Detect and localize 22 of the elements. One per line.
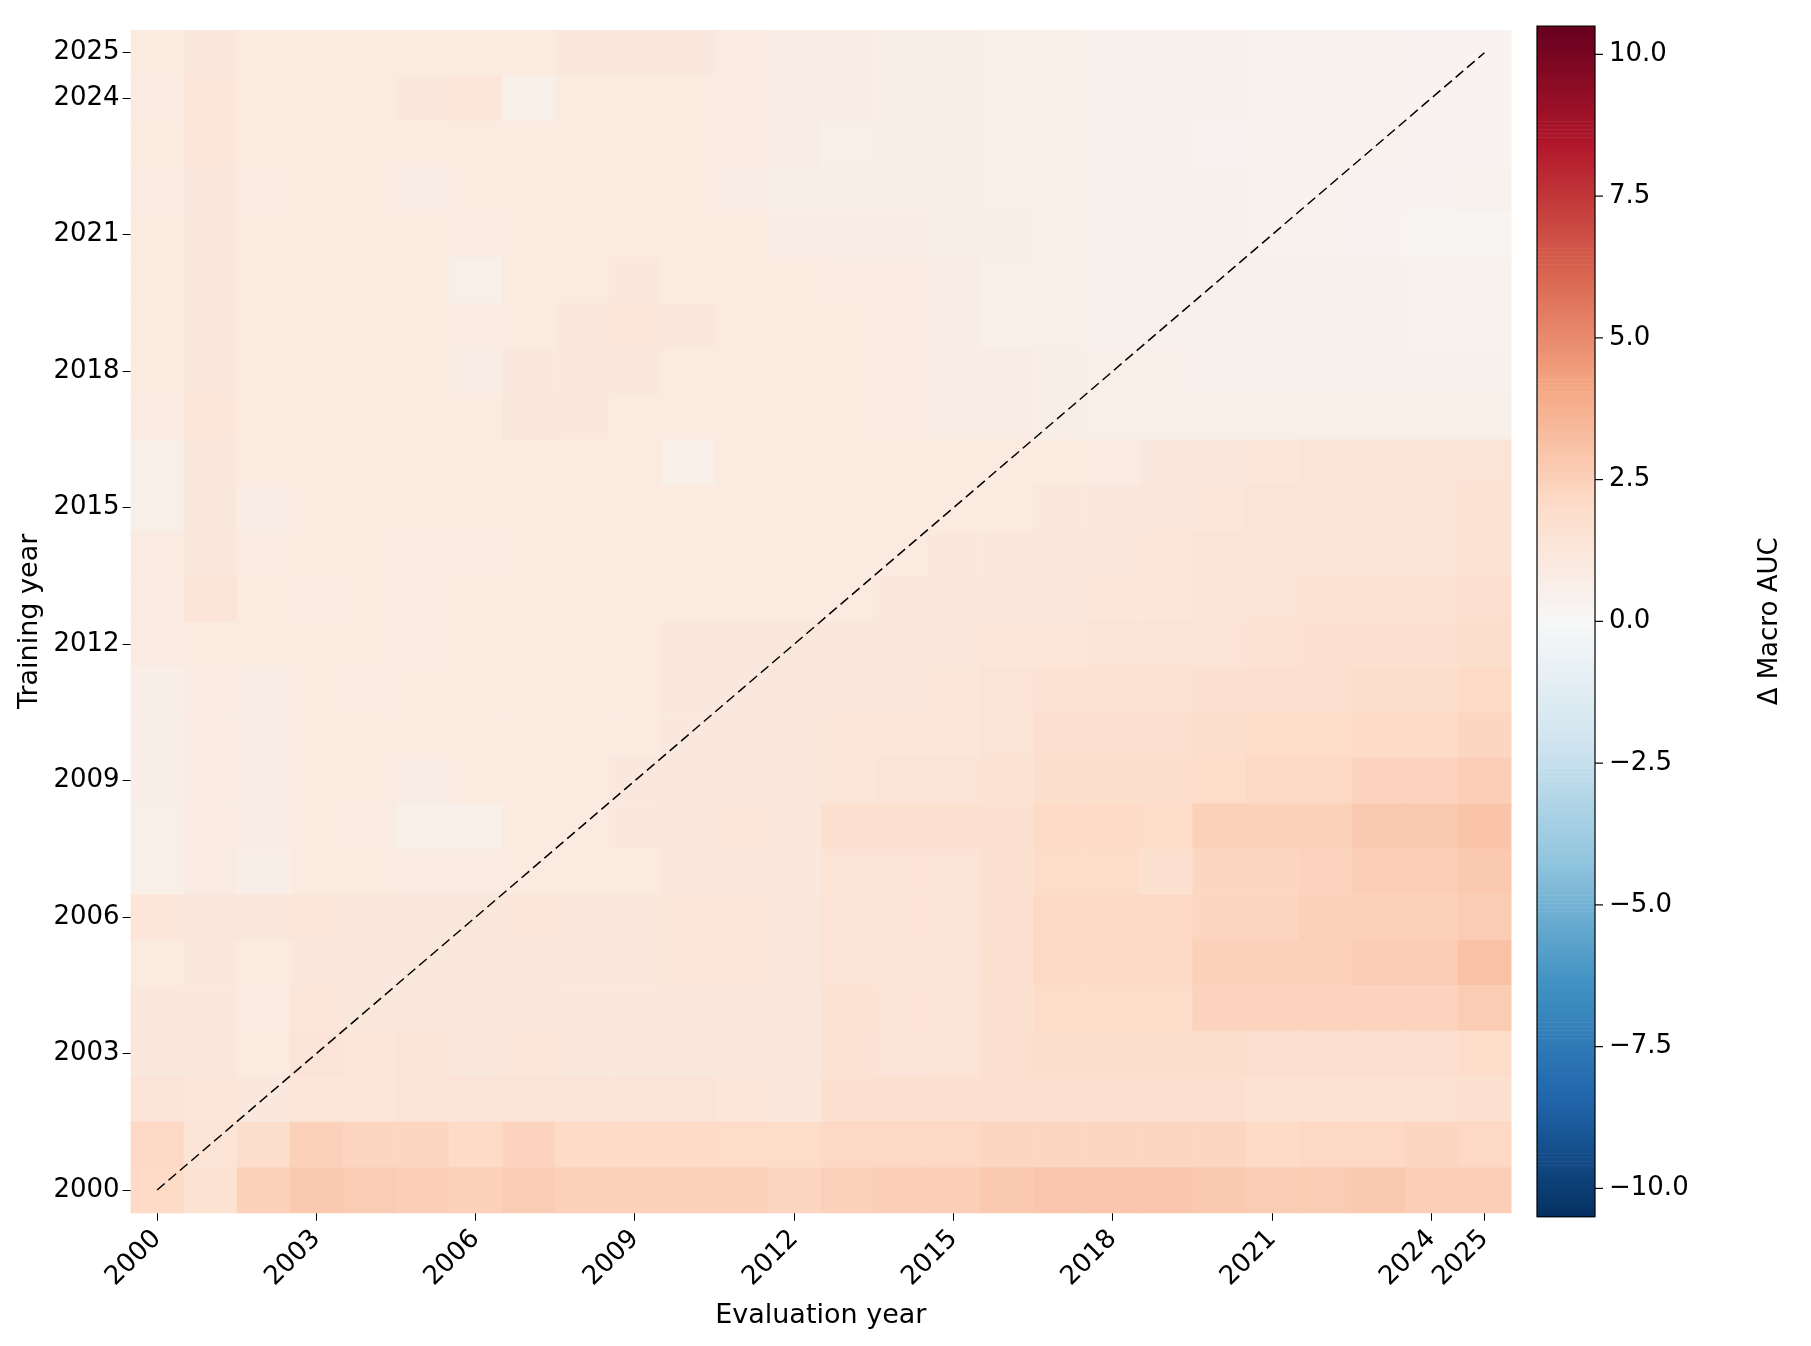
y-axis-title: Training year: [12, 532, 44, 711]
color-bar-label: −10.0: [1609, 1171, 1689, 1202]
color-bar-label: 0.0: [1609, 604, 1651, 635]
color-bar-label: −5.0: [1609, 887, 1673, 918]
y-tick-label: 2009: [53, 763, 120, 794]
x-axis-title: Evaluation year: [715, 1297, 928, 1329]
color-bar-label: 7.5: [1609, 178, 1651, 209]
y-tick-label: 2018: [53, 353, 120, 384]
y-tick-label: 2003: [53, 1036, 120, 1067]
color-bar-label: 2.5: [1609, 462, 1651, 493]
color-bar-label: −7.5: [1609, 1029, 1673, 1060]
y-tick-label: 2021: [53, 217, 120, 248]
color-bar-title: Δ Macro AUC: [1752, 537, 1783, 706]
color-bar-label: −2.5: [1609, 745, 1673, 776]
y-tick-label: 2015: [53, 490, 120, 521]
color-bar-label: 5.0: [1609, 320, 1651, 351]
y-tick-label: 2024: [53, 80, 120, 111]
y-tick-label: 2025: [53, 35, 120, 66]
color-bar-label: 10.0: [1609, 37, 1667, 68]
y-tick-label: 2006: [53, 899, 120, 930]
y-tick-label: 2012: [53, 626, 120, 657]
y-tick-label: 2000: [53, 1172, 120, 1203]
